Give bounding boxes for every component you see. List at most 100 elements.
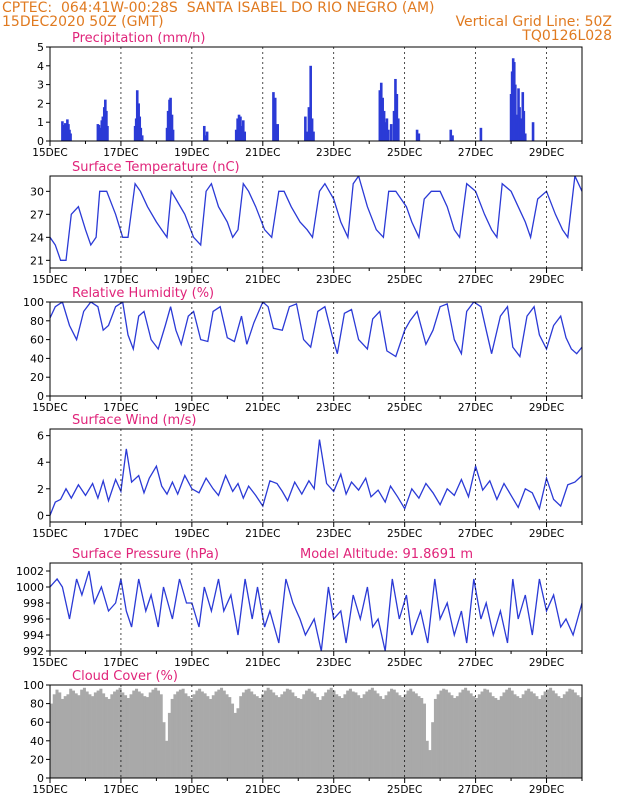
precip-bar <box>169 97 172 141</box>
cloud-bar <box>538 698 542 778</box>
cloud-bar <box>299 698 303 778</box>
cloud-bar <box>505 689 509 778</box>
rh-ytick-label: 0 <box>37 390 44 403</box>
cloud-bar <box>447 692 451 778</box>
cloud-bar <box>110 694 114 778</box>
temp-xtick-label: 15DEC <box>32 274 67 286</box>
rh-xtick-label: 15DEC <box>32 402 67 414</box>
cloud-bar <box>381 698 385 778</box>
cloud-bar <box>115 689 119 778</box>
temp-title: Surface Temperature (nC) <box>72 160 240 175</box>
cloud-bar <box>491 696 495 778</box>
cloud-bar <box>409 688 413 778</box>
cloud-bar <box>102 693 106 778</box>
precip-panel: 0 1 2 3 4 5 15DEC 17DEC 19DEC 21DEC 23DEC 25DEC 27DE… <box>32 31 583 159</box>
cloud-bar <box>198 688 202 778</box>
pres-ytick-label: 998 <box>23 597 44 610</box>
cloud-bar <box>458 692 462 778</box>
cloud-bar <box>442 688 446 778</box>
pres-ytick-label: 1000 <box>16 581 44 594</box>
precip-bar <box>272 92 275 141</box>
wind-xtick-label: 21DEC <box>245 528 280 540</box>
rh-xtick-label: 23DEC <box>316 402 351 414</box>
cloud-title: Cloud Cover (%) <box>72 669 178 684</box>
cloud-bar <box>496 699 501 778</box>
cloud-bar <box>502 692 506 778</box>
cloud-bar <box>192 694 196 778</box>
precip-bar <box>101 116 105 141</box>
cloud-bar <box>230 703 235 778</box>
cloud-bar <box>50 703 54 778</box>
cloud-bar <box>121 692 125 778</box>
rh-series-line <box>50 302 582 359</box>
cloud-bar <box>368 689 372 778</box>
cloud-bar <box>431 722 435 778</box>
cloud-bar <box>318 699 322 778</box>
cloud-bar <box>464 687 468 778</box>
cloud-bar <box>406 690 410 778</box>
cloud-bar <box>255 696 259 778</box>
cloud-bar <box>113 691 117 778</box>
cloud-bar <box>250 691 254 778</box>
cloud-bar <box>557 696 561 778</box>
cloud-ytick-label: 40 <box>30 735 44 748</box>
precip-bar <box>202 125 206 141</box>
cloud-bar <box>486 689 490 778</box>
cloud-bar <box>370 687 374 778</box>
cloud-bar <box>521 694 525 778</box>
cloud-bar <box>313 693 317 778</box>
cloud-bar <box>549 687 553 778</box>
cloud-ytick-label: 80 <box>30 698 44 711</box>
temp-xtick-label: 23DEC <box>316 274 351 286</box>
cloud-bar <box>422 703 426 778</box>
rh-xtick-label: 29DEC <box>529 402 564 414</box>
precip-ytick-label: 3 <box>37 79 44 92</box>
cloud-bar <box>359 698 363 778</box>
cloud-bar <box>453 698 457 778</box>
precip-bar <box>523 133 527 141</box>
cloud-bar <box>241 692 246 778</box>
cloud-bar <box>362 694 366 778</box>
precip-bar <box>243 131 247 141</box>
wind-xtick-label: 25DEC <box>387 528 422 540</box>
header-grid-line: Vertical Grid Line: 50Z <box>455 14 612 30</box>
precip-bar <box>392 110 396 141</box>
cloud-bar <box>151 689 155 778</box>
temp-ytick-label: 30 <box>30 185 44 198</box>
precip-bar <box>98 127 102 141</box>
cloud-bar <box>516 696 520 778</box>
cloud-bar <box>499 696 503 778</box>
precip-bar <box>415 129 419 141</box>
precip-bar <box>479 127 483 141</box>
cloud-bar <box>143 696 147 778</box>
temp-series-line <box>50 176 582 261</box>
cloud-bar <box>217 689 221 778</box>
cloud-bar <box>82 687 86 778</box>
precip-bar <box>305 131 309 141</box>
precip-bar <box>389 124 393 141</box>
precip-bar <box>522 110 526 141</box>
precip-xtick-label: 25DEC <box>387 147 422 159</box>
cloud-bar <box>351 691 355 778</box>
cloud-bar <box>307 688 311 778</box>
cloud-bar <box>184 693 188 778</box>
cloud-bar <box>277 697 281 778</box>
cloud-bar <box>69 688 73 778</box>
cloud-bar <box>132 690 136 778</box>
precip-bar <box>312 131 315 141</box>
cloud-bar <box>425 740 429 778</box>
cloud-bar <box>85 691 89 778</box>
cloud-bar <box>488 692 492 778</box>
cloud-bar <box>170 698 174 778</box>
precip-bar <box>309 65 312 141</box>
cloud-panel: 0 20 40 60 80 100 15DEC 17DEC 19DEC 21DEC 23DEC 25D… <box>23 669 583 796</box>
cloud-xtick-label: 27DEC <box>458 784 493 796</box>
cloud-xtick-label: 15DEC <box>32 784 67 796</box>
cloud-bar <box>228 697 232 778</box>
pres-xtick-label: 29DEC <box>529 657 564 669</box>
header-date: 15DEC2020 50Z (GMT) <box>2 14 164 30</box>
wind-xtick-label: 29DEC <box>529 528 564 540</box>
cloud-bar <box>156 690 160 778</box>
cloud-bar <box>379 696 383 778</box>
precip-bar <box>135 90 139 141</box>
